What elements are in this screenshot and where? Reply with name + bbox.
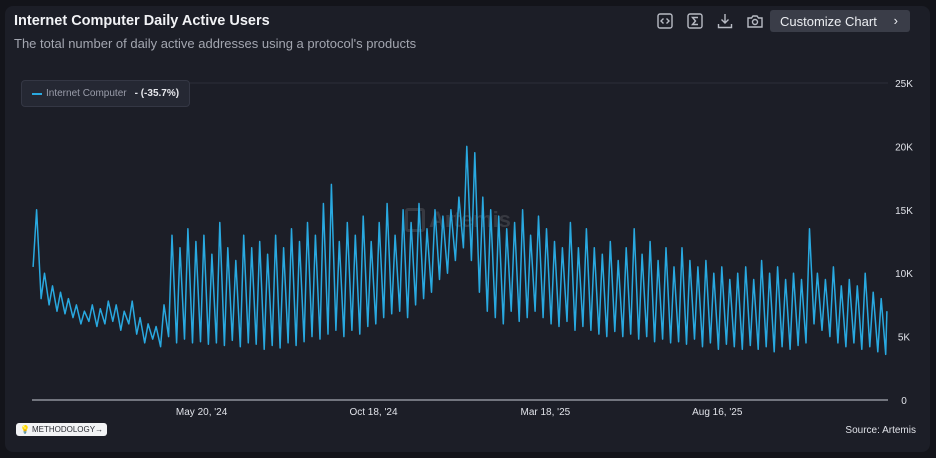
x-tick-label: Mar 18, '25	[521, 407, 571, 418]
series-line-internet-computer	[32, 145, 888, 356]
sigma-icon[interactable]	[686, 12, 704, 30]
x-tick-label: May 20, '24	[176, 407, 228, 418]
y-tick-label: 5K	[898, 333, 911, 344]
chevron-right-icon: ›	[893, 13, 898, 28]
source-label: Source: Artemis	[845, 425, 916, 436]
legend-series-name: Internet Computer	[46, 88, 127, 99]
customize-chart-button[interactable]: Customize Chart ›	[770, 10, 910, 32]
y-tick-label: 20K	[895, 142, 913, 153]
y-tick-label: 0	[901, 396, 907, 407]
legend-change: - (-35.7%)	[134, 88, 180, 99]
lightbulb-icon: 💡	[20, 425, 30, 434]
customize-chart-label: Customize Chart	[780, 13, 877, 29]
y-tick-label: 25K	[895, 79, 913, 90]
methodology-button[interactable]: 💡 METHODOLOGY →	[16, 423, 108, 436]
legend[interactable]: Internet Computer - (-35.7%)	[21, 80, 191, 107]
arrow-right-icon: →	[95, 425, 104, 434]
download-icon[interactable]	[716, 12, 734, 30]
x-tick-label: Oct 18, '24	[349, 407, 397, 418]
y-tick-label: 15K	[895, 206, 913, 217]
methodology-label: METHODOLOGY	[31, 425, 96, 434]
y-tick-label: 10K	[895, 269, 913, 280]
x-tick-label: Aug 16, '25	[692, 407, 743, 418]
chart-title: Internet Computer Daily Active Users	[14, 13, 270, 29]
camera-icon[interactable]	[746, 12, 764, 30]
legend-swatch	[32, 92, 42, 95]
chart-subtitle: The total number of daily active address…	[14, 36, 417, 51]
chart-toolbar	[656, 12, 764, 30]
artemis-logo-icon	[405, 208, 425, 232]
embed-icon[interactable]	[656, 12, 674, 30]
